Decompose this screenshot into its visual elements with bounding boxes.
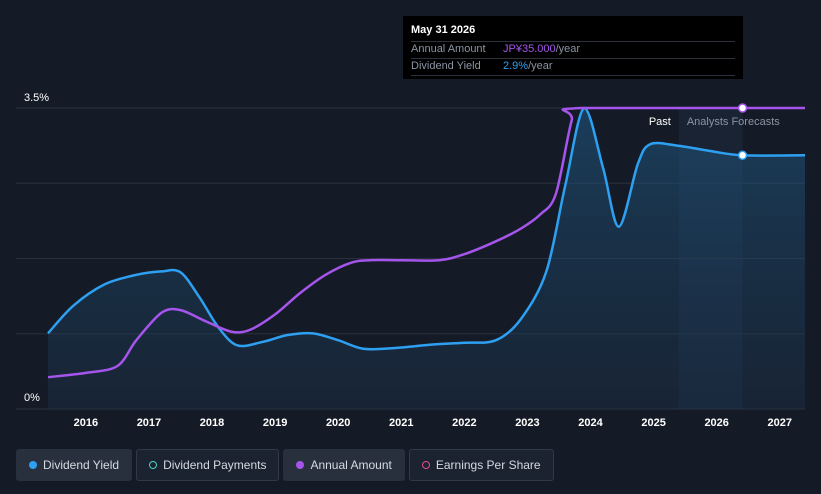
forecast-label: Analysts Forecasts: [687, 116, 780, 128]
tooltip-value: 2.9%/year: [503, 60, 553, 72]
tooltip-value: JP¥35.000/year: [503, 43, 580, 55]
x-tick-label: 2016: [74, 417, 98, 429]
legend-dot-icon: [421, 461, 430, 469]
past-label: Past: [649, 116, 671, 128]
x-tick-label: 2023: [515, 417, 539, 429]
marker-layer: [737, 103, 748, 161]
x-tick-label: 2025: [641, 417, 665, 429]
dividend-yield-area: [48, 108, 805, 409]
tooltip-label: Annual Amount: [411, 43, 486, 55]
legend: Dividend Yield Dividend Payments Annual …: [16, 449, 554, 481]
x-tick-label: 2024: [578, 417, 603, 429]
legend-dot-icon: [29, 461, 37, 469]
legend-dot-icon: [149, 461, 158, 469]
dividend-yield-line: [47, 106, 806, 351]
x-tick-label: 2019: [263, 417, 287, 429]
x-tick-label: 2026: [704, 417, 728, 429]
tooltip-value-number: 2.9%: [503, 60, 529, 72]
tooltip-value-unit: /year: [528, 60, 553, 72]
tooltip-divider: [411, 41, 735, 42]
legend-earnings-per-share[interactable]: Earnings Per Share: [408, 449, 554, 481]
tooltip: May 31 2026 Annual Amount JP¥35.000/year…: [403, 16, 743, 79]
legend-label: Earnings Per Share: [435, 458, 541, 472]
x-tick-label: 2020: [326, 417, 350, 429]
y-tick-label: 0%: [24, 392, 40, 404]
x-tick-label: 2021: [389, 417, 413, 429]
x-tick-label: 2018: [200, 417, 224, 429]
dividend-yield-marker: [737, 150, 748, 161]
legend-dividend-yield[interactable]: Dividend Yield: [16, 449, 133, 481]
legend-label: Dividend Yield: [43, 458, 120, 472]
tooltip-divider: [411, 58, 735, 59]
series-layer: [47, 106, 806, 409]
x-tick-label: 2027: [768, 417, 792, 429]
tooltip-value-unit: /year: [555, 43, 581, 55]
tooltip-date: May 31 2026: [411, 24, 476, 36]
tooltip-value-number: JP¥35.000: [503, 43, 556, 55]
tooltip-divider: [411, 75, 735, 76]
annual-amount-marker: [737, 103, 748, 113]
legend-dividend-payments[interactable]: Dividend Payments: [136, 449, 280, 481]
tooltip-label: Dividend Yield: [411, 60, 481, 72]
axis-layer: 0% 3.5% 2016 2017 2018 2019 2020 2021 2022 2023 20…: [24, 92, 792, 429]
legend-label: Annual Amount: [310, 458, 392, 472]
y-tick-label: 3.5%: [24, 92, 49, 104]
legend-label: Dividend Payments: [163, 458, 267, 472]
x-tick-label: 2022: [452, 417, 476, 429]
legend-annual-amount[interactable]: Annual Amount: [283, 449, 405, 481]
legend-dot-icon: [296, 461, 305, 469]
annual-amount-line: [47, 106, 805, 379]
x-tick-label: 2017: [137, 417, 161, 429]
